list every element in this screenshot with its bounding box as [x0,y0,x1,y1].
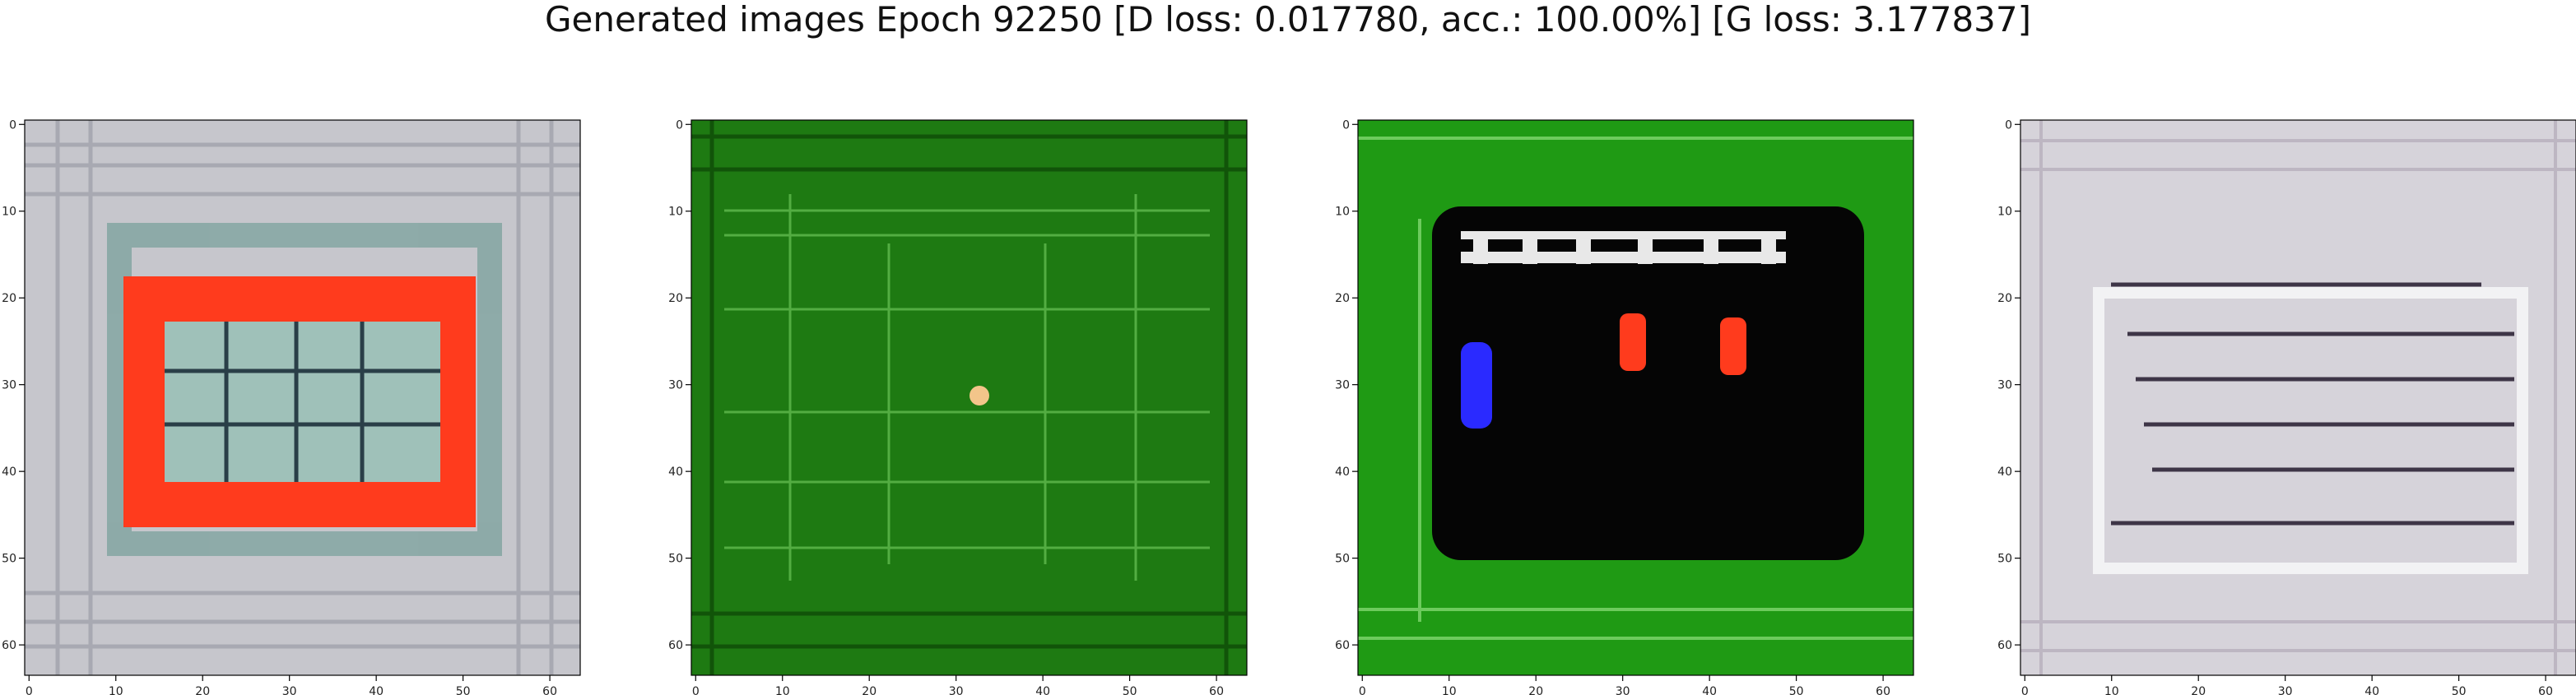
x-tick-label: 20 [2191,685,2206,695]
image-panel-3: 0 0 10 10 20 20 30 30 40 40 50 50 60 60 [1335,118,1914,695]
y-tick-label: 20 [668,292,683,305]
x-tick-label: 0 [26,685,33,695]
y-tick-label: 50 [1335,553,1350,566]
image-axes-3: 0 0 10 10 20 20 30 30 40 40 50 50 60 60 [1335,118,1914,695]
y-tick-label: 20 [2,292,16,305]
y-tick-label: 60 [1997,639,2012,652]
x-tick-label: 0 [692,685,700,695]
y-tick-label: 0 [9,118,16,132]
y-tick-label: 40 [668,466,683,479]
x-tick-label: 60 [2538,685,2553,695]
y-tick-label: 10 [668,206,683,219]
x-tick-label: 30 [1616,685,1630,695]
x-tick-label: 60 [542,685,557,695]
y-tick-label: 50 [668,553,683,566]
y-tick-label: 30 [1997,379,2012,392]
x-tick-label: 40 [369,685,384,695]
y-tick-label: 0 [676,118,683,132]
y-tick-label: 60 [1335,639,1350,652]
image-axes-1: 0 0 10 10 20 20 30 30 40 40 50 50 60 60 [2,118,581,695]
x-tick-label: 10 [775,685,790,695]
x-tick-label: 40 [2364,685,2379,695]
y-tick-label: 30 [1335,379,1350,392]
y-tick-label: 40 [1335,466,1350,479]
x-tick-label: 20 [195,685,210,695]
y-tick-label: 60 [668,639,683,652]
x-tick-label: 50 [2452,685,2467,695]
figure-title: Generated images Epoch 92250 [D loss: 0.… [544,0,2032,39]
y-tick-label: 30 [2,379,16,392]
y-tick-label: 30 [668,379,683,392]
x-tick-label: 50 [456,685,471,695]
x-tick-label: 20 [1528,685,1543,695]
x-tick-label: 30 [949,685,964,695]
y-tick-label: 20 [1335,292,1350,305]
x-tick-label: 0 [1359,685,1366,695]
image-panel-2: 0 0 10 10 20 20 30 30 40 40 50 50 60 60 [668,118,1248,695]
y-tick-label: 40 [2,466,16,479]
image-panel-1: 0 0 10 10 20 20 30 30 40 40 50 50 60 60 [2,118,581,695]
x-tick-label: 40 [1035,685,1050,695]
y-tick-label: 20 [1997,292,2012,305]
x-tick-label: 60 [1209,685,1224,695]
x-tick-label: 10 [109,685,123,695]
x-tick-label: 60 [1876,685,1890,695]
x-tick-label: 10 [2104,685,2119,695]
image-axes-4: 0 0 10 10 20 20 30 30 40 40 50 50 60 60 [1997,118,2576,695]
y-tick-label: 50 [1997,553,2012,566]
y-tick-label: 0 [2005,118,2012,132]
y-tick-label: 10 [1997,206,2012,219]
y-tick-label: 50 [2,553,16,566]
image-panel-4: 0 0 10 10 20 20 30 30 40 40 50 50 60 60 [1997,118,2576,695]
y-tick-label: 60 [2,639,16,652]
x-tick-label: 30 [2278,685,2293,695]
x-tick-label: 0 [2021,685,2029,695]
x-tick-label: 20 [862,685,876,695]
y-tick-label: 0 [1342,118,1350,132]
x-tick-label: 50 [1789,685,1804,695]
x-tick-label: 10 [1442,685,1457,695]
x-tick-label: 30 [282,685,297,695]
y-tick-label: 10 [2,206,16,219]
x-tick-label: 50 [1123,685,1137,695]
image-axes-2: 0 0 10 10 20 20 30 30 40 40 50 50 60 60 [668,118,1248,695]
x-tick-label: 40 [1702,685,1717,695]
y-tick-label: 40 [1997,466,2012,479]
y-tick-label: 10 [1335,206,1350,219]
